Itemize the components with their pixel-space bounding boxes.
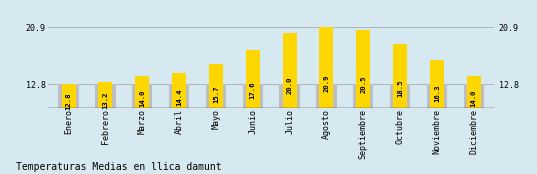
Text: 14.0: 14.0 [471, 90, 477, 107]
Text: 16.3: 16.3 [434, 85, 440, 102]
Bar [316, 85, 337, 108]
Bar [353, 85, 373, 108]
Bar [169, 85, 189, 108]
Text: 18.5: 18.5 [397, 80, 403, 97]
Text: 12.8: 12.8 [66, 92, 71, 110]
Text: 20.5: 20.5 [360, 76, 366, 93]
Text: 20.0: 20.0 [287, 77, 293, 94]
Text: 20.9: 20.9 [323, 75, 329, 92]
Text: 14.0: 14.0 [139, 90, 146, 107]
Bar [209, 64, 223, 108]
Text: Temperaturas Medias en llica damunt: Temperaturas Medias en llica damunt [16, 162, 222, 172]
Bar [282, 33, 296, 108]
Bar [467, 76, 481, 108]
Bar [59, 85, 79, 108]
Bar [390, 85, 410, 108]
Text: 13.2: 13.2 [103, 91, 108, 109]
Bar [393, 44, 407, 108]
Bar [135, 76, 149, 108]
Text: 15.7: 15.7 [213, 86, 219, 104]
Bar [430, 60, 444, 108]
Bar [463, 85, 484, 108]
Bar [246, 50, 260, 108]
Bar [98, 82, 112, 108]
Bar [95, 85, 115, 108]
Bar [356, 30, 371, 108]
Bar [243, 85, 263, 108]
Bar [320, 27, 333, 108]
Bar [206, 85, 226, 108]
Text: 14.4: 14.4 [176, 89, 182, 106]
Bar [132, 85, 153, 108]
Bar [279, 85, 300, 108]
Text: 17.6: 17.6 [250, 82, 256, 99]
Bar [172, 73, 186, 108]
Bar [427, 85, 447, 108]
Bar [62, 85, 76, 108]
